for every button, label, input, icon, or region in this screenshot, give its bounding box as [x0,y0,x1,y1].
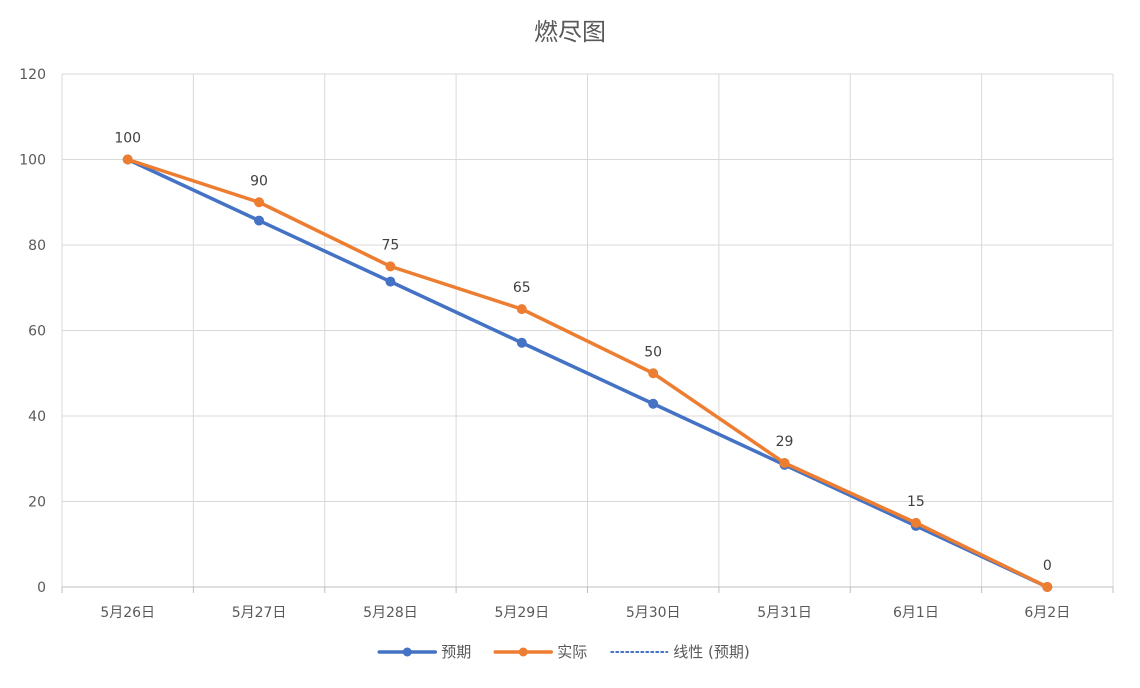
x-tick-label: 6月1日 [893,605,939,621]
y-tick-label: 0 [37,580,46,596]
series-1-point [648,368,659,379]
series-layer [122,154,1053,592]
x-tick-label: 5月30日 [626,605,681,621]
data-label: 90 [250,173,268,189]
legend-label: 实际 [557,643,587,661]
series-1-point [516,304,527,315]
data-label-layer: 100 90 75 65 50 29 15 0 [114,131,1051,575]
series-1-point [1042,582,1053,592]
legend-swatch-marker [402,647,412,657]
series-0-point [648,398,659,409]
y-tick-label: 60 [28,324,46,340]
y-tick-label: 120 [19,67,46,83]
data-label: 75 [382,237,400,253]
data-label: 50 [644,344,662,360]
legend-item: 实际 [493,643,587,661]
data-label: 100 [114,131,141,147]
y-tick-label: 20 [28,495,46,511]
x-tick-label: 5月28日 [363,605,418,621]
x-tick-label: 5月27日 [232,605,287,621]
y-tick-label: 100 [19,153,46,169]
series-line-0 [125,157,1050,589]
chart-title: 燃尽图 [534,18,606,46]
x-tick-label: 5月29日 [494,605,549,621]
series-0-point [254,215,265,226]
series-1-point [254,197,265,208]
x-tick-label: 5月31日 [757,605,812,621]
grid-layer [61,73,1114,588]
series-1-point [385,261,396,272]
series-line-1 [125,157,1050,589]
legend-swatch-marker [518,647,528,657]
series-0-point [385,276,396,287]
series-1-point [779,458,790,469]
series-1-point [122,154,133,165]
x-tick-label: 6月2日 [1024,605,1070,621]
legend-item: 预期 [377,643,471,661]
series-0-point [516,337,527,348]
y-tick-label: 80 [28,238,46,254]
series-1-point [910,517,921,528]
data-label: 0 [1043,558,1052,574]
data-label: 15 [907,494,925,510]
y-tick-label: 40 [28,409,46,425]
legend-label: 线性 (预期) [673,643,749,661]
legend: 预期 实际 线性 (预期) [377,643,750,661]
axis-layer: 0 20 40 60 80 100 120 5月26日 5月27日 5月28日 5月29日 5月30日… [19,67,1114,621]
data-label: 65 [513,280,531,296]
legend-item: 线性 (预期) [610,643,750,661]
legend-label: 预期 [441,643,471,661]
x-tick-label: 5月26日 [100,605,155,621]
data-label: 29 [776,434,794,450]
